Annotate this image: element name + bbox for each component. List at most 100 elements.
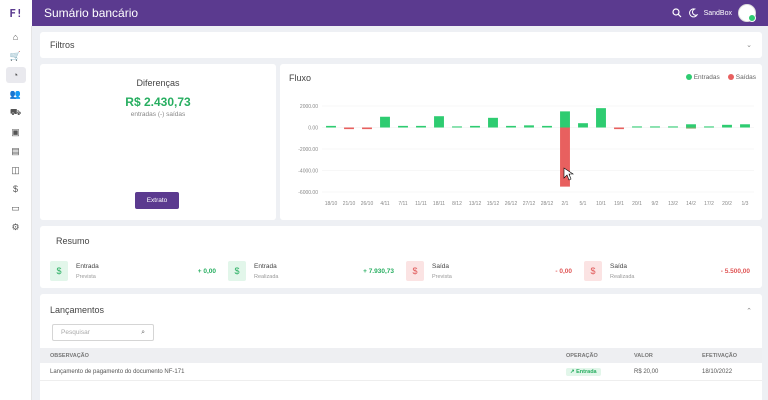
- search-icon[interactable]: [671, 8, 682, 18]
- x-tick-label: 5/1: [580, 201, 587, 207]
- x-tick-label: 26/10: [361, 201, 374, 207]
- mouse-cursor-icon: [563, 167, 574, 181]
- sidebar: ⌂ 🛒 ◔ 👥 ⛟ ▣ ▤ ◫ $ ▭ ⚙: [0, 26, 32, 400]
- x-tick-label: 7/11: [398, 201, 408, 207]
- top-bar: Sumário bancário SandBox: [32, 0, 768, 26]
- dollar-icon: $: [50, 261, 68, 281]
- bar-saidas[interactable]: [560, 127, 570, 187]
- bar-saidas[interactable]: [344, 127, 354, 130]
- chevron-down-icon[interactable]: ⌄: [746, 42, 752, 49]
- summary-item: $ Entrada Realizada + 7.930,73: [228, 261, 402, 283]
- flow-chart: 2000.00 0.00 -2000.00 -4000.00 -6000.00 18/10…: [298, 104, 754, 207]
- bar-entradas[interactable]: [524, 125, 534, 128]
- bar-entradas[interactable]: [542, 125, 552, 128]
- column-efetivacao[interactable]: EFETIVAÇÃO: [702, 353, 738, 359]
- y-tick-label: 2000.00: [300, 104, 318, 110]
- bar-entradas[interactable]: [632, 126, 642, 128]
- x-tick-label: 8/12: [452, 201, 462, 207]
- file-icon[interactable]: ▭: [11, 202, 20, 213]
- filters-panel[interactable]: Filtros ⌄: [40, 32, 762, 58]
- bar-entradas[interactable]: [506, 125, 516, 128]
- document-icon[interactable]: ▤: [11, 145, 20, 156]
- gear-icon[interactable]: ⚙: [11, 221, 20, 232]
- x-tick-label: 1/3: [742, 201, 749, 207]
- bar-saidas[interactable]: [614, 127, 624, 130]
- legend-saidas[interactable]: Saídas: [727, 74, 756, 81]
- search-icon[interactable]: ⌕: [141, 328, 145, 336]
- summary-item-sub: Prevista: [76, 274, 96, 280]
- avatar[interactable]: [738, 4, 756, 22]
- bar-saidas[interactable]: [686, 127, 696, 129]
- environment-label: SandBox: [703, 9, 732, 17]
- summary-item-value: + 7.930,73: [363, 268, 394, 275]
- box-icon[interactable]: ▣: [11, 126, 20, 137]
- moon-icon[interactable]: [688, 8, 698, 18]
- bar-entradas[interactable]: [416, 125, 426, 128]
- summary-item-label: Saída: [432, 263, 449, 270]
- bar-entradas[interactable]: [704, 126, 714, 128]
- summary-item-label: Saída: [610, 263, 627, 270]
- bar-entradas[interactable]: [668, 126, 678, 128]
- bar-entradas[interactable]: [326, 125, 336, 128]
- bar-entradas[interactable]: [470, 125, 480, 128]
- bar-entradas[interactable]: [686, 124, 696, 128]
- summary-item-sub: Prevista: [432, 274, 452, 280]
- cart-icon[interactable]: 🛒: [9, 50, 22, 61]
- page-title: Sumário bancário: [44, 6, 139, 20]
- home-icon[interactable]: ⌂: [12, 32, 19, 42]
- column-observacao[interactable]: OBSERVAÇÃO: [50, 353, 89, 359]
- summary-item-label: Entrada: [254, 263, 277, 270]
- x-tick-label: 15/12: [487, 201, 500, 207]
- x-tick-label: 28/12: [541, 201, 554, 207]
- operation-badge: ↗ Entrada: [566, 368, 601, 376]
- chevron-up-icon[interactable]: ⌃: [746, 308, 752, 315]
- x-tick-label: 2/1: [562, 201, 569, 207]
- users-icon[interactable]: 👥: [9, 88, 22, 99]
- x-tick-label: 17/2: [704, 201, 714, 207]
- bag-icon[interactable]: ◫: [11, 164, 20, 175]
- bar-entradas[interactable]: [380, 116, 390, 128]
- x-tick-label: 26/12: [505, 201, 518, 207]
- x-tick-label: 20/2: [722, 201, 732, 207]
- y-tick-label: 0.00: [308, 126, 318, 132]
- logo[interactable]: F!: [0, 0, 32, 26]
- extract-button[interactable]: Extrato: [135, 192, 179, 209]
- bar-entradas[interactable]: [650, 126, 660, 128]
- summary-item: $ Entrada Prevista + 0,00: [50, 261, 224, 283]
- dollar-icon: $: [228, 261, 246, 281]
- chart-icon[interactable]: ◔: [5, 67, 26, 83]
- x-tick-label: 4/11: [380, 201, 390, 207]
- column-valor[interactable]: VALOR: [634, 353, 653, 359]
- table-row[interactable]: [40, 382, 762, 400]
- differences-subtitle: entradas (-) saídas: [130, 111, 186, 118]
- column-operacao[interactable]: OPERAÇÃO: [566, 353, 598, 359]
- table-row[interactable]: Lançamento de pagamento do documento NF-…: [40, 363, 762, 381]
- summary-item: $ Saída Prevista - 0,00: [406, 261, 580, 283]
- x-tick-label: 9/2: [652, 201, 659, 207]
- table-header: OBSERVAÇÃO OPERAÇÃO VALOR EFETIVAÇÃO: [40, 348, 762, 363]
- bar-entradas[interactable]: [398, 125, 408, 128]
- bar-entradas[interactable]: [560, 111, 570, 128]
- logo-text: F!: [9, 6, 23, 20]
- filters-title: Filtros: [50, 40, 75, 50]
- summary-item-value: - 5.500,00: [720, 268, 750, 275]
- search-input[interactable]: Pesquisar ⌕: [52, 324, 154, 341]
- bar-entradas[interactable]: [722, 124, 732, 128]
- bar-entradas[interactable]: [596, 108, 606, 128]
- differences-title: Diferenças: [136, 78, 180, 88]
- bar-saidas[interactable]: [362, 127, 372, 130]
- search-placeholder: Pesquisar: [61, 329, 90, 336]
- y-tick-label: -4000.00: [298, 169, 318, 175]
- dollar-icon[interactable]: $: [12, 184, 18, 194]
- bar-entradas[interactable]: [452, 126, 462, 128]
- y-tick-label: -6000.00: [298, 190, 318, 196]
- bar-entradas[interactable]: [434, 116, 444, 128]
- summary-item-value: + 0,00: [197, 268, 216, 275]
- x-tick-label: 18/11: [433, 201, 445, 207]
- truck-icon[interactable]: ⛟: [9, 107, 22, 117]
- summary-card: Resumo $ Entrada Prevista + 0,00 $ Entrada Rea…: [40, 226, 762, 288]
- bar-entradas[interactable]: [740, 124, 750, 128]
- bar-entradas[interactable]: [488, 117, 498, 128]
- bar-entradas[interactable]: [578, 123, 588, 128]
- legend-entradas[interactable]: Entradas: [685, 74, 720, 81]
